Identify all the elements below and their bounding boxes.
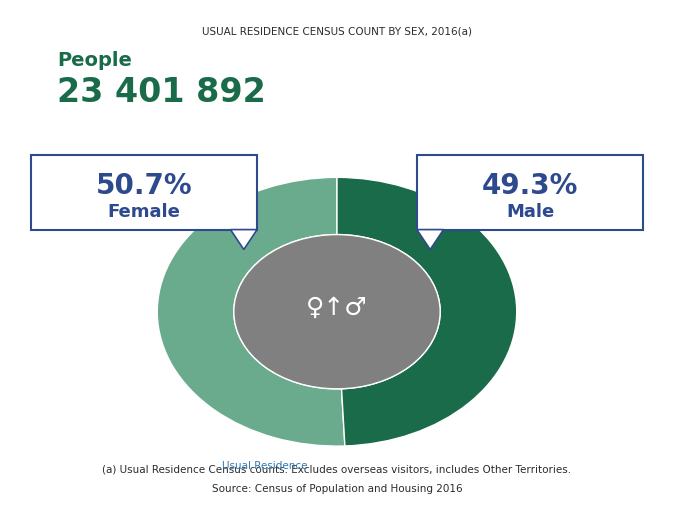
Circle shape (234, 235, 440, 389)
Text: Usual Residence: Usual Residence (222, 461, 307, 471)
Text: USUAL RESIDENCE CENSUS COUNT BY SEX, 2016(a): USUAL RESIDENCE CENSUS COUNT BY SEX, 201… (202, 26, 472, 36)
Text: People: People (57, 52, 132, 70)
Wedge shape (157, 178, 345, 446)
Polygon shape (417, 230, 443, 250)
FancyBboxPatch shape (417, 156, 643, 230)
Text: ♀↑♂: ♀↑♂ (306, 295, 368, 319)
Text: 23 401 892: 23 401 892 (57, 76, 266, 109)
Text: (a) Usual Residence Census counts. Excludes overseas visitors, includes Other Te: (a) Usual Residence Census counts. Exclu… (102, 464, 572, 474)
FancyBboxPatch shape (31, 156, 257, 230)
Text: Male: Male (506, 203, 554, 221)
Polygon shape (231, 230, 257, 250)
Text: Female: Female (108, 203, 181, 221)
Text: 50.7%: 50.7% (96, 172, 192, 199)
Text: 49.3%: 49.3% (482, 172, 578, 199)
Wedge shape (337, 178, 517, 446)
Text: Source: Census of Population and Housing 2016: Source: Census of Population and Housing… (212, 483, 462, 493)
